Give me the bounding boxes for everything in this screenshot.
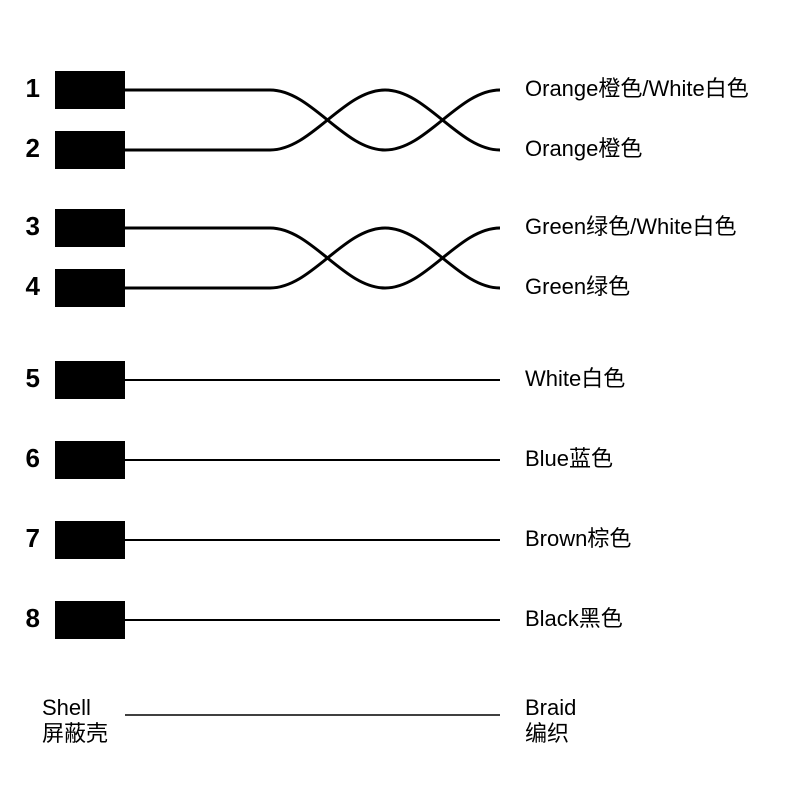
pin-number: 5 [26,363,40,393]
wire-label: Black黑色 [525,606,623,631]
pin-box [55,441,125,479]
wire-label: Blue蓝色 [525,446,613,471]
wire-label: Brown棕色 [525,526,631,551]
pin-number: 4 [26,271,41,301]
shell-label-right: 编织 [525,721,569,746]
pin-box [55,131,125,169]
pin-box [55,71,125,109]
wiring-diagram: 1 2 Orange橙色/White白色 Orange橙色 3 4 Green绿色/Whit… [0,0,800,800]
pin-number: 7 [26,523,40,553]
pin-box [55,269,125,307]
wire-twisted [270,90,500,150]
pin-box [55,209,125,247]
wire-label: Orange橙色 [525,136,642,161]
wire-twisted [270,228,500,288]
pin-number: 1 [26,73,40,103]
pin-box [55,361,125,399]
wire-twisted [270,228,500,288]
wire-label: Green绿色 [525,274,630,299]
shell-label-right: Braid [525,695,576,720]
pin-number: 3 [26,211,40,241]
wire-label: Green绿色/White白色 [525,214,737,239]
pin-number: 2 [26,133,40,163]
pin-box [55,601,125,639]
pin-box [55,521,125,559]
wire-label: White白色 [525,366,625,391]
shell-label-left: Shell [42,695,91,720]
wire-twisted [270,90,500,150]
wire-label: Orange橙色/White白色 [525,76,749,101]
pin-number: 6 [26,443,40,473]
pin-number: 8 [26,603,40,633]
shell-label-left: 屏蔽壳 [42,721,108,746]
